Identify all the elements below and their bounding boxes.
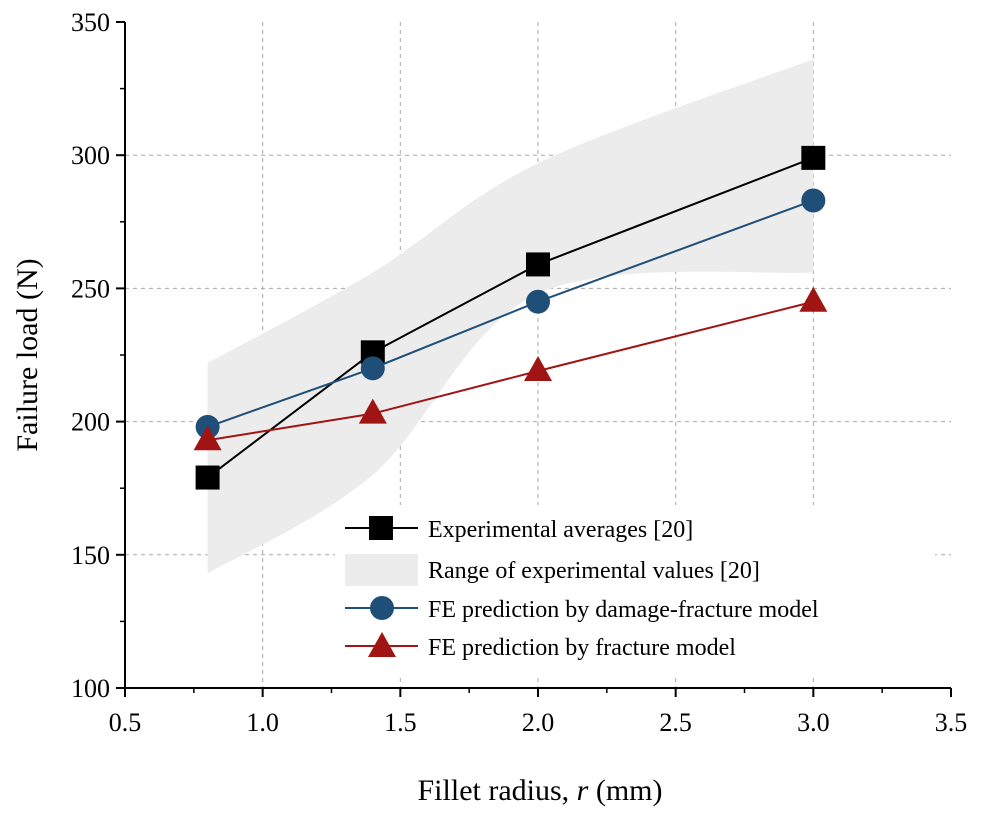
legend-marker-square [369, 516, 393, 540]
y-tick-label: 350 [71, 8, 110, 37]
legend-marker-circle [370, 596, 394, 620]
legend-item-damage-fracture-model: FE prediction by damage-fracture model [345, 596, 819, 623]
data-point-triangle [358, 398, 387, 424]
experimental-range-band [207, 59, 814, 574]
x-axis-title-variable: r [577, 774, 589, 807]
y-tick-label: 250 [71, 274, 110, 303]
series-line-0 [206, 156, 814, 479]
axes: 0.5 1.0 1.5 2.0 2.5 3.0 3.5 100 150 200 250 300 350 [71, 8, 967, 737]
range-band-area [207, 59, 814, 574]
data-point-square [526, 252, 550, 277]
data-point-square [195, 465, 220, 490]
legend-label-experimental-range: Range of experimental values [20] [428, 558, 760, 584]
x-tick-label: 1.0 [246, 708, 279, 737]
y-tick-label: 100 [71, 674, 110, 703]
x-tick-label: 0.5 [109, 708, 142, 737]
y-tick-label: 200 [71, 408, 110, 437]
x-tick-label: 1.5 [384, 708, 417, 737]
y-tick-label: 150 [71, 541, 110, 570]
legend-marker-triangle [368, 632, 396, 657]
x-axis-title: Fillet radius, r (mm) [418, 774, 663, 807]
data-point-triangle [799, 286, 828, 312]
x-tick-label: 3.5 [935, 708, 968, 737]
legend-item-experimental-averages: Experimental averages [20] [345, 516, 693, 543]
data-point-triangle [524, 355, 552, 381]
y-tick-label: 300 [71, 141, 110, 170]
legend-label-damage-fracture-model: FE prediction by damage-fracture model [428, 597, 819, 623]
x-axis-title-unit: (mm) [588, 774, 662, 807]
y-axis-title: Failure load (N) [11, 258, 44, 451]
legend-label-experimental-averages: Experimental averages [20] [428, 517, 693, 543]
x-tick-label: 3.0 [797, 708, 830, 737]
data-point-circle [360, 356, 385, 381]
legend-background [335, 505, 935, 677]
x-axis-title-main: Fillet radius, [418, 774, 577, 807]
x-tick-label: 2.0 [522, 708, 555, 737]
series-line-2 [207, 300, 814, 442]
data-point-circle [801, 188, 826, 213]
x-tick-label: 2.5 [659, 708, 692, 737]
legend: Experimental averages [20] Range of expe… [335, 505, 935, 677]
data-point-square [801, 145, 826, 170]
legend-item-experimental-range: Range of experimental values [20] [345, 554, 760, 586]
data-point-circle [526, 289, 550, 314]
legend-item-fracture-model: FE prediction by fracture model [345, 632, 736, 661]
legend-swatch-range [345, 554, 418, 586]
series-layer [193, 145, 828, 490]
series-line-1 [207, 199, 814, 428]
data-point-triangle [193, 425, 222, 451]
legend-label-fracture-model: FE prediction by fracture model [428, 635, 736, 661]
